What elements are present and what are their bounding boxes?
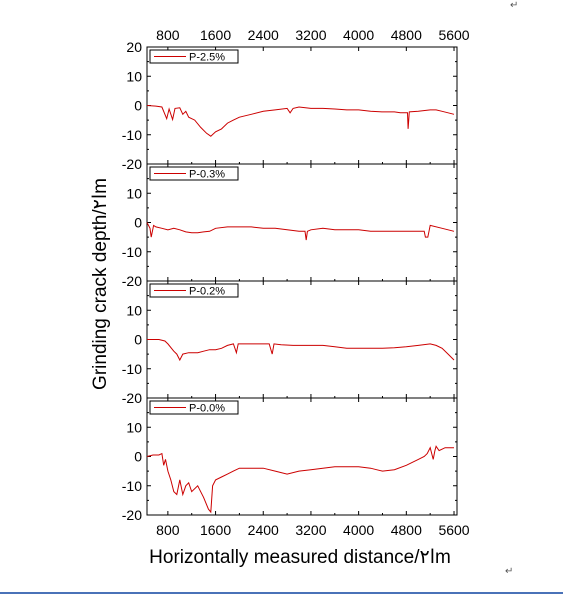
corner-mark-glyph: ↵ bbox=[510, 0, 518, 11]
y-tick-label: 0 bbox=[134, 98, 142, 114]
x-tick-label-top: 3200 bbox=[295, 27, 326, 43]
y-tick-label: -20 bbox=[122, 507, 142, 523]
x-tick-label-top: 5600 bbox=[438, 27, 469, 43]
legend-label: P-0.3% bbox=[189, 169, 225, 181]
y-tick-label: -20 bbox=[122, 390, 142, 406]
x-tick-label-bottom: 800 bbox=[156, 522, 180, 538]
y-tick-label: 10 bbox=[126, 68, 142, 84]
legend-box-2 bbox=[149, 166, 239, 181]
series-line-P-2.5% bbox=[146, 105, 455, 137]
x-tick-label-bottom: 2400 bbox=[248, 522, 279, 538]
legend-box-1 bbox=[149, 49, 239, 64]
x-tick-label-bottom: 1600 bbox=[200, 522, 231, 538]
y-tick-label: -20 bbox=[122, 156, 142, 172]
legend-label: P-2.5% bbox=[189, 52, 225, 64]
legend-label: P-0.2% bbox=[189, 286, 225, 298]
panel-frame-4 bbox=[146, 397, 458, 516]
legend-label: P-0.0% bbox=[189, 403, 225, 415]
x-tick-label-bottom: 5600 bbox=[438, 522, 469, 538]
x-tick-label-top: 4800 bbox=[391, 27, 422, 43]
y-tick-label: 10 bbox=[126, 185, 142, 201]
y-tick-label: 0 bbox=[134, 332, 142, 348]
panel-frame-2 bbox=[146, 163, 458, 282]
x-tick-label-bottom: 4800 bbox=[391, 522, 422, 538]
panel-frame-3 bbox=[146, 280, 458, 399]
x-tick-label-top: 4000 bbox=[343, 27, 374, 43]
return-mark-glyph: ↵ bbox=[505, 566, 513, 577]
y-tick-label: -10 bbox=[122, 127, 142, 143]
x-axis-title: Horizontally measured distance/ا۲m bbox=[149, 547, 451, 568]
x-tick-label-bottom: 4000 bbox=[343, 522, 374, 538]
x-tick-label-top: 800 bbox=[156, 27, 180, 43]
series-line-P-0.0% bbox=[146, 445, 454, 514]
y-tick-label: 0 bbox=[134, 449, 142, 465]
y-tick-label: 10 bbox=[126, 302, 142, 318]
y-tick-label: 10 bbox=[126, 419, 142, 435]
y-tick-label: -10 bbox=[122, 478, 142, 494]
y-tick-label: 0 bbox=[134, 215, 142, 231]
legend-box-3 bbox=[149, 283, 239, 298]
x-tick-label-top: 1600 bbox=[200, 27, 231, 43]
series-line-P-0.3% bbox=[146, 222, 455, 241]
x-tick-label-bottom: 3200 bbox=[295, 522, 326, 538]
x-tick-label-top: 2400 bbox=[248, 27, 279, 43]
y-tick-label: -10 bbox=[122, 361, 142, 377]
y-tick-label: -20 bbox=[122, 273, 142, 289]
panel-frame-1 bbox=[146, 46, 458, 165]
legend-box-4 bbox=[149, 400, 239, 415]
y-tick-label: 20 bbox=[126, 39, 142, 55]
y-axis-title: Grinding crack depth/ا۲m bbox=[90, 178, 111, 390]
panels-layer: 20 10 0 -10 -20 P-2.5% 10 0 -10 -20 P-0.3% 10 0 -10 -2… bbox=[122, 27, 470, 538]
series-line-P-0.2% bbox=[147, 339, 455, 362]
y-tick-label: -10 bbox=[122, 244, 142, 260]
